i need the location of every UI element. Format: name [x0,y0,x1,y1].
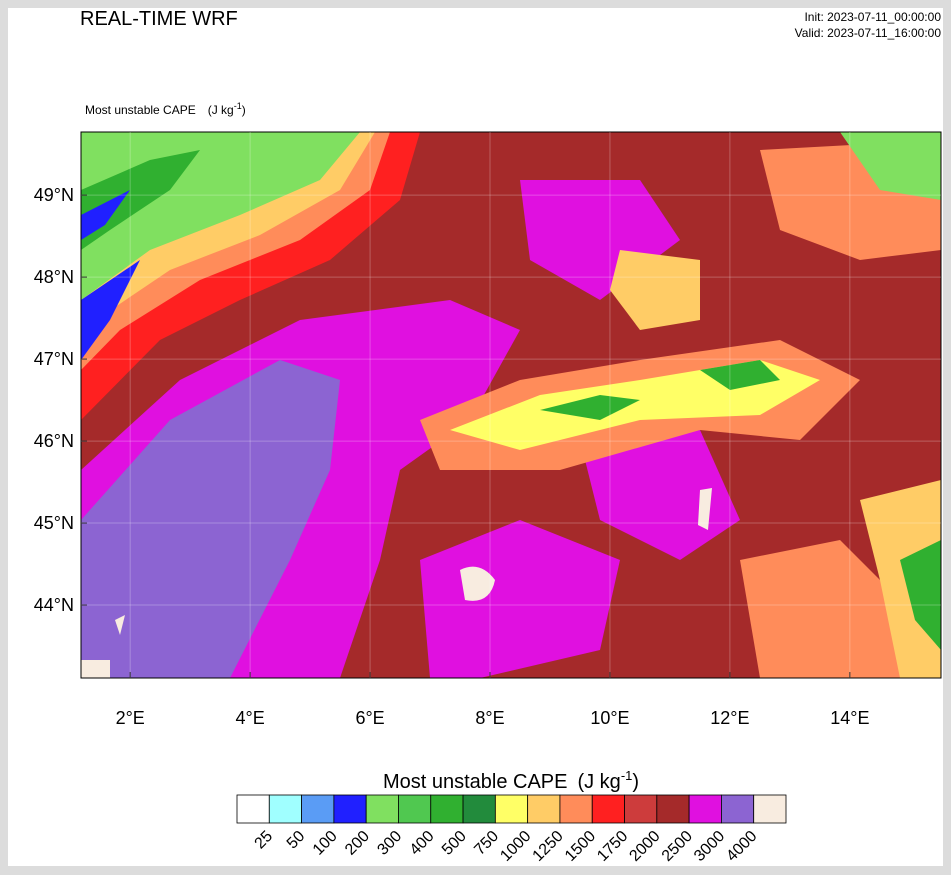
lon-label: 4°E [236,708,265,728]
valid-time: Valid: 2023-07-11_16:00:00 [795,26,942,40]
lon-label: 10°E [590,708,629,728]
lat-label: 47°N [34,349,74,369]
colorbar-box [236,794,270,824]
colorbar-box [430,794,464,824]
colorbar-box [462,794,496,824]
colorbar-box [268,794,302,824]
field-blue2 [81,190,130,240]
lat-label: 44°N [34,595,74,615]
field-darkgreen [81,150,200,250]
field-high [460,566,495,601]
lon-label: 6°E [355,708,384,728]
field-balkan-green [900,540,941,650]
colorbar-box [721,794,755,824]
lon-label: 2°E [116,708,145,728]
colorbar-unit-base: (J kg [577,771,620,793]
field-orange-n [610,250,700,330]
field-adriatic [740,540,941,678]
field-alps-green [540,360,780,420]
colorbar-unit-exp: -1 [621,768,633,783]
unit-close: ) [242,103,246,117]
lon-label: 12°E [710,708,749,728]
colorbar-box [591,794,625,824]
unit-exp: -1 [234,101,242,111]
colorbar-box [301,794,335,824]
colorbar-box [624,794,658,824]
field-ne-green [840,132,941,200]
colorbar-title: Most unstable CAPE (J kg-1) [383,768,639,793]
lon-label: 8°E [475,708,504,728]
lat-label: 49°N [34,185,74,205]
field-name: Most unstable CAPE [85,103,196,117]
colorbar-box [494,794,529,824]
init-time: Init: 2023-07-11_00:00:00 [804,10,941,24]
colorbar-unit-close: ) [632,771,639,793]
axes: 2°E 4°E 6°E 8°E 10°E 12°E 14°E 44°N 45°N 46°N 47°N… [34,132,941,728]
field-label: Most unstable CAPE (J kg-1) [85,101,246,117]
unit-base: (J kg [208,103,234,117]
colorbar-box [559,794,593,824]
field-magenta2 [420,520,620,678]
field-balkan [860,480,941,678]
title: REAL-TIME WRF [80,8,238,30]
colorbar-box [753,794,787,824]
colorbar-box [398,794,432,824]
field-purple [81,360,340,678]
field-blue [81,260,140,360]
cape-field [81,132,941,678]
lat-label: 48°N [34,267,74,287]
map-frame [80,131,942,679]
colorbar-box [688,794,722,824]
colorbar-field: Most unstable CAPE [383,771,568,793]
lat-label: 45°N [34,513,74,533]
colorbar-box [333,794,367,824]
colorbar-box [365,794,399,824]
field-magenta3 [580,430,740,560]
colorbar-box [656,794,690,824]
colorbar-box [527,794,561,824]
lat-label: 46°N [34,431,74,451]
lon-label: 14°E [830,708,869,728]
